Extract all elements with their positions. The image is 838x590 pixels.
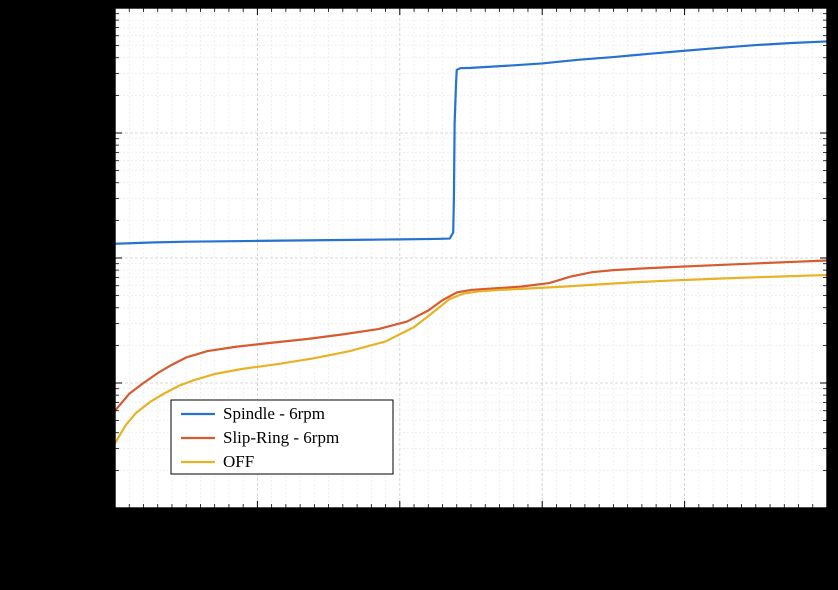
chart-root: Spindle - 6rpm Slip-Ring - 6rpm OFF (0, 0, 838, 590)
legend-text-1: Slip-Ring - 6rpm (223, 428, 339, 447)
line-chart: Spindle - 6rpm Slip-Ring - 6rpm OFF (0, 0, 838, 590)
legend-text-0: Spindle - 6rpm (223, 404, 325, 423)
legend: Spindle - 6rpm Slip-Ring - 6rpm OFF (171, 400, 393, 474)
legend-text-2: OFF (223, 452, 254, 471)
